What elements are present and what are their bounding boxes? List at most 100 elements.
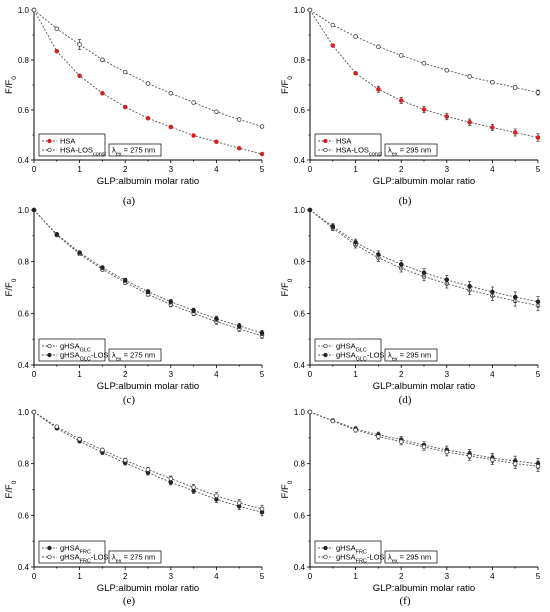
data-point (512, 130, 518, 135)
legend-marker (323, 343, 328, 349)
lambda-label: λex = 295 nm (388, 146, 431, 158)
data-point (512, 294, 518, 300)
data-point (444, 449, 450, 455)
x-tick-label: 5 (536, 370, 541, 379)
data-point (398, 439, 404, 444)
data-point (77, 436, 82, 442)
y-axis-title-main: F/F (280, 484, 291, 498)
y-axis-title-main: F/F (4, 484, 15, 498)
series-1 (31, 409, 265, 517)
data-point (54, 424, 60, 429)
data-point (214, 109, 219, 114)
legend-name-sub: FRC (356, 559, 367, 565)
lambda-box-frame (384, 348, 438, 362)
lambda-value: = 295 nm (398, 351, 432, 360)
legend-box (314, 133, 382, 157)
legend-name: gHSA (336, 544, 356, 553)
series-1 (31, 207, 265, 339)
y-tick-label: 0.8 (294, 56, 306, 65)
y-tick-label: 0.4 (294, 361, 306, 370)
y-tick-label: 0.6 (18, 309, 30, 318)
lambda-sub: ex (116, 152, 122, 158)
data-point (467, 119, 472, 125)
x-tick-label: 5 (260, 165, 265, 174)
series-line (309, 411, 539, 465)
data-point (191, 485, 196, 490)
data-point (512, 461, 518, 466)
legend-name-suffix: -LOS (367, 351, 385, 360)
y-axis-title-sub: 0 (11, 278, 18, 282)
data-point (512, 85, 518, 90)
data-point (145, 289, 151, 294)
lambda-value: = 295 nm (398, 553, 432, 562)
data-point (259, 330, 265, 336)
data-point (307, 7, 313, 13)
legend-marker (47, 352, 52, 358)
legend-name-sub: GLC (80, 348, 91, 354)
data-point (122, 278, 128, 283)
series-2 (31, 7, 265, 129)
y-tick-label: 0.8 (18, 460, 30, 469)
legend-name-sub2: const (369, 152, 383, 158)
series-line (33, 9, 263, 155)
x-tick-label: 4 (214, 572, 219, 581)
lambda-label: λex = 295 nm (388, 553, 431, 565)
data-point (376, 252, 381, 257)
y-axis-title: F/F0 (4, 480, 18, 498)
data-point (100, 265, 105, 270)
data-point (31, 207, 37, 213)
data-point (259, 124, 265, 129)
legend-marker (47, 554, 52, 560)
legend-name-sub: GLC (356, 348, 367, 354)
data-point (191, 100, 196, 105)
y-tick-label: 1.0 (294, 206, 306, 215)
data-point (535, 464, 541, 469)
data-point (307, 207, 313, 213)
legend-name-suffix: -LOS (91, 553, 109, 562)
legend-name: HSA-LOS (336, 146, 369, 155)
panel-label: (e) (123, 595, 136, 607)
lambda-box: λex = 295 nm (384, 550, 438, 565)
legend-name: HSA (60, 137, 75, 146)
x-tick-label: 0 (308, 165, 313, 174)
series-1 (307, 207, 541, 312)
series-line (309, 209, 539, 307)
data-point (214, 139, 219, 145)
data-point (145, 81, 151, 86)
x-tick-label: 1 (353, 370, 358, 379)
data-point (54, 232, 60, 237)
legend-marker (47, 138, 52, 144)
series-2 (307, 7, 541, 96)
data-point (421, 60, 427, 66)
legend-name-sub: FRC (80, 559, 91, 565)
x-axis-title: GLP:albumin molar ratio (373, 381, 475, 392)
x-tick-label: 0 (308, 370, 313, 379)
data-point (145, 115, 151, 121)
x-tick-label: 4 (490, 370, 495, 379)
series-2 (31, 409, 265, 513)
lambda-symbol: λ (388, 351, 392, 360)
y-tick-label: 1.0 (294, 6, 306, 15)
lambda-sub: ex (392, 152, 398, 158)
series-line (309, 411, 539, 467)
y-tick-label: 0.8 (18, 56, 30, 65)
data-point (535, 90, 541, 95)
data-point (77, 42, 82, 47)
panel-label: (d) (399, 394, 412, 406)
data-point (444, 67, 450, 73)
lambda-sub: ex (392, 357, 398, 363)
data-point (168, 476, 174, 481)
y-axis-title-main: F/F (4, 79, 15, 93)
series-line (33, 209, 263, 337)
legend-marker (323, 138, 328, 144)
x-tick-label: 1 (77, 370, 82, 379)
y-tick-label: 0.4 (294, 156, 306, 165)
legend-name: HSA (336, 137, 351, 146)
x-tick-label: 0 (32, 572, 37, 581)
x-tick-label: 2 (399, 165, 404, 174)
